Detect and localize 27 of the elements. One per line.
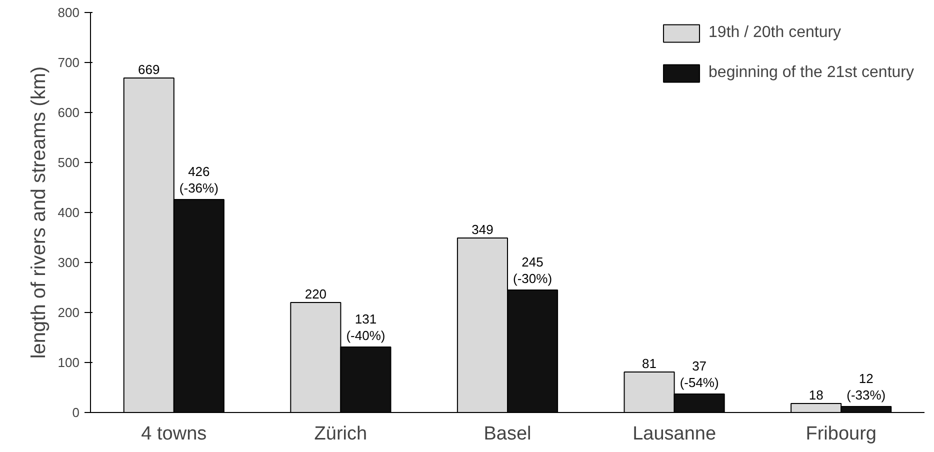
data-label: 131 (-40%) [346,312,386,343]
y-tick-label: 700 [58,55,80,70]
y-tick-label: 800 [58,5,80,20]
data-label: 669 [138,62,160,77]
data-label: 220 [304,286,327,302]
data-label: 37 (-54%) [680,358,719,390]
y-tick-label: 500 [58,155,80,170]
y-tick-label: 200 [58,305,80,320]
x-tick-label: Zürich [314,424,368,444]
x-tick-label: Basel [484,424,532,444]
legend-label: 19th / 20th century [708,24,842,42]
data-label: 349 [472,222,494,237]
y-tick-label: 600 [58,105,80,120]
y-tick-label: 100 [58,355,80,370]
y-tick-label: 400 [58,205,80,220]
data-label: 12 (-33%) [846,371,886,402]
y-axis-title: length of rivers and streams (km) [28,66,50,359]
data-label: 245 (-30%) [513,254,552,286]
data-label: 18 [808,388,824,402]
data-label: 81 [642,356,657,371]
y-tick-label: 0 [72,405,80,420]
y-tick-label: 300 [58,255,80,270]
x-tick-label: 4 towns [141,424,207,444]
x-tick-label: Fribourg [806,424,876,444]
legend-label: beginning of the 21st century [708,64,914,82]
x-tick-label: Lausanne [632,424,716,444]
data-label: 426 (-36%) [179,164,218,196]
